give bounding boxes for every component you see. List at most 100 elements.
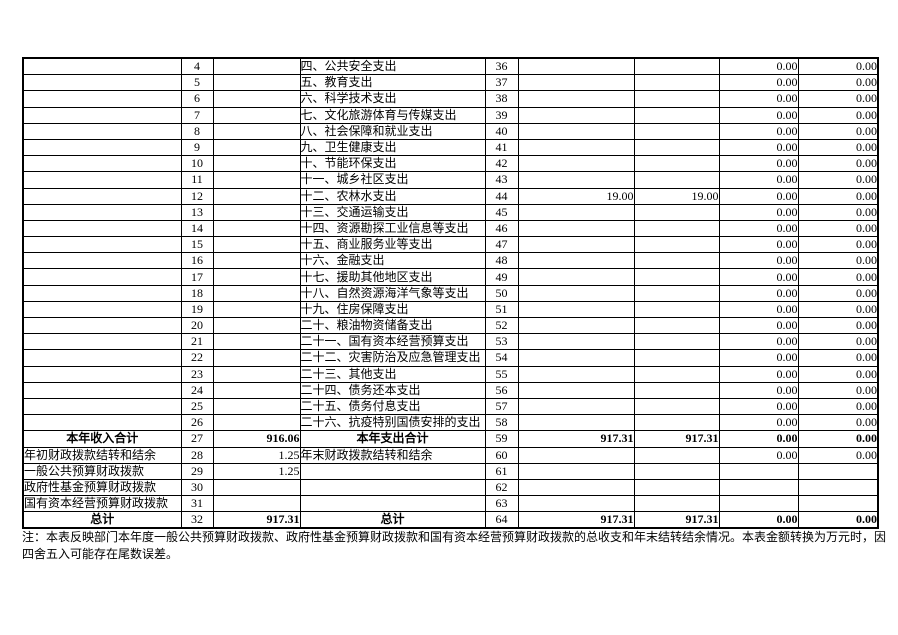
income-amount-cell (212, 252, 301, 270)
expense-total-cell (517, 155, 635, 173)
expense-state-capital-cell: 0.00 (797, 74, 879, 92)
expense-gov-fund-cell: 0.00 (718, 446, 799, 464)
expense-row-number-cell: 63 (484, 495, 519, 513)
expense-general-budget-cell (633, 349, 720, 367)
table-row: 20 二十、粮油物资储备支出 52 0.00 0.00 (22, 316, 879, 335)
income-row-number-cell: 17 (180, 268, 214, 286)
expense-total-cell (517, 478, 635, 497)
income-row-number-cell: 19 (180, 300, 214, 319)
income-row-number-cell: 14 (180, 219, 214, 238)
table-row: 5 五、教育支出 37 0.00 0.00 (22, 74, 879, 92)
table-row: 7 七、文化旅游体育与传媒支出 39 0.00 0.00 (22, 106, 879, 124)
expense-row-number-cell: 59 (484, 430, 519, 448)
income-row-number-cell: 32 (180, 511, 214, 529)
expense-general-budget-cell (633, 300, 720, 319)
expense-gov-fund-cell: 0.00 (718, 138, 799, 157)
expense-row-number-cell: 40 (484, 122, 519, 140)
income-item-cell (22, 122, 182, 140)
income-item-cell: 国有资本经营预算财政拨款 (22, 495, 182, 513)
expense-item-cell: 二十四、债务还本支出 (299, 381, 486, 399)
expense-state-capital-cell: 0.00 (797, 316, 879, 335)
expense-item-cell: 十四、资源勘探工业信息等支出 (299, 219, 486, 238)
expense-row-number-cell: 57 (484, 397, 519, 416)
income-amount-cell (212, 349, 301, 367)
expense-total-cell (517, 365, 635, 383)
expense-general-budget-cell (633, 90, 720, 108)
income-row-number-cell: 4 (180, 57, 214, 76)
income-row-number-cell: 12 (180, 187, 214, 205)
expense-item-cell: 十八、自然资源海洋气象等支出 (299, 284, 486, 302)
expense-item-cell: 二十、粮油物资储备支出 (299, 316, 486, 335)
expense-row-number-cell: 54 (484, 349, 519, 367)
table-row: 19 十九、住房保障支出 51 0.00 0.00 (22, 300, 879, 319)
expense-gov-fund-cell: 0.00 (718, 171, 799, 189)
expense-item-cell: 二十三、其他支出 (299, 365, 486, 383)
income-row-number-cell: 26 (180, 414, 214, 432)
expense-total-cell (517, 316, 635, 335)
expense-gov-fund-cell: 0.00 (718, 349, 799, 367)
expense-row-number-cell: 56 (484, 381, 519, 399)
income-item-cell (22, 365, 182, 383)
expense-item-cell: 八、社会保障和就业支出 (299, 122, 486, 140)
expense-row-number-cell: 39 (484, 106, 519, 124)
expense-gov-fund-cell: 0.00 (718, 300, 799, 319)
income-amount-cell (212, 333, 301, 351)
expense-gov-fund-cell: 0.00 (718, 397, 799, 416)
income-row-number-cell: 18 (180, 284, 214, 302)
income-amount-cell (212, 300, 301, 319)
expense-total-cell (517, 90, 635, 108)
expense-item-cell: 十九、住房保障支出 (299, 300, 486, 319)
expense-total-cell (517, 219, 635, 238)
expense-total-cell (517, 106, 635, 124)
income-row-number-cell: 30 (180, 478, 214, 497)
expense-gov-fund-cell: 0.00 (718, 414, 799, 432)
income-amount-cell (212, 122, 301, 140)
expense-general-budget-cell: 917.31 (633, 511, 720, 529)
expense-general-budget-cell (633, 397, 720, 416)
expense-state-capital-cell: 0.00 (797, 300, 879, 319)
expense-total-cell (517, 268, 635, 286)
expense-item-cell: 五、教育支出 (299, 74, 486, 92)
expense-state-capital-cell: 0.00 (797, 219, 879, 238)
expense-item-cell: 本年支出合计 (299, 430, 486, 448)
expense-general-budget-cell (633, 268, 720, 286)
expense-gov-fund-cell: 0.00 (718, 90, 799, 108)
expense-general-budget-cell (633, 284, 720, 302)
expense-gov-fund-cell (718, 462, 799, 480)
expense-total-cell (517, 414, 635, 432)
expense-total-cell (517, 333, 635, 351)
expense-total-cell (517, 284, 635, 302)
income-row-number-cell: 8 (180, 122, 214, 140)
expense-general-budget-cell (633, 106, 720, 124)
expense-state-capital-cell: 0.00 (797, 414, 879, 432)
income-amount-cell (212, 57, 301, 76)
expense-row-number-cell: 45 (484, 203, 519, 221)
expense-item-cell: 二十一、国有资本经营预算支出 (299, 333, 486, 351)
expense-state-capital-cell: 0.00 (797, 252, 879, 270)
table-row: 10 十、节能环保支出 42 0.00 0.00 (22, 155, 879, 173)
income-amount-cell (212, 155, 301, 173)
expense-state-capital-cell: 0.00 (797, 446, 879, 464)
expense-total-cell (517, 74, 635, 92)
expense-total-cell (517, 203, 635, 221)
expense-total-cell (517, 252, 635, 270)
expense-state-capital-cell: 0.00 (797, 381, 879, 399)
income-row-number-cell: 21 (180, 333, 214, 351)
expense-gov-fund-cell: 0.00 (718, 106, 799, 124)
income-item-cell (22, 397, 182, 416)
table-row: 6 六、科学技术支出 38 0.00 0.00 (22, 90, 879, 108)
expense-row-number-cell: 36 (484, 57, 519, 76)
table-row: 21 二十一、国有资本经营预算支出 53 0.00 0.00 (22, 333, 879, 351)
income-amount-cell (212, 284, 301, 302)
income-item-cell (22, 316, 182, 335)
income-item-cell (22, 90, 182, 108)
expense-total-cell (517, 446, 635, 464)
income-amount-cell (212, 171, 301, 189)
expense-item-cell: 总计 (299, 511, 486, 529)
income-amount-cell (212, 187, 301, 205)
income-row-number-cell: 22 (180, 349, 214, 367)
income-amount-cell: 916.06 (212, 430, 301, 448)
income-item-cell (22, 155, 182, 173)
expense-state-capital-cell: 0.00 (797, 268, 879, 286)
expense-gov-fund-cell: 0.00 (718, 511, 799, 529)
